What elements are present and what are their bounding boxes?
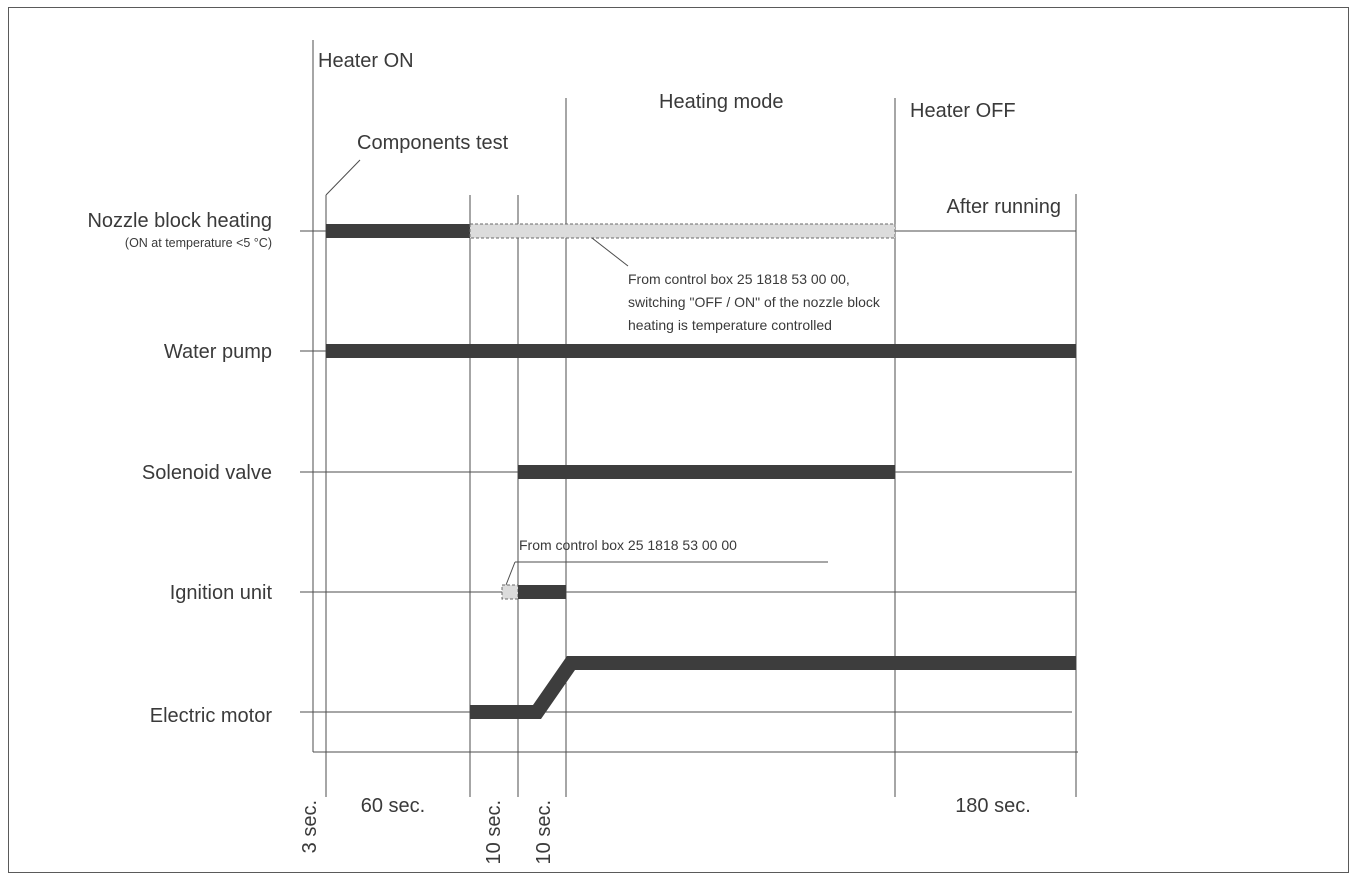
duration-10sec-a: 10 sec. [483,800,505,864]
nozzle-active-bar [326,224,470,238]
ignition-optional-bar [501,584,519,600]
label-after-running: After running [946,196,1061,218]
duration-180sec: 180 sec. [955,795,1031,817]
pump-active-bar [326,344,1076,358]
motor-active-bar [470,656,1076,719]
label-components-test: Components test [357,132,509,154]
ignition-note-leader [505,561,516,586]
components-test-leader [325,159,361,196]
nozzle-temp-controlled-bar [469,223,896,239]
duration-10sec-b: 10 sec. [533,800,555,864]
nozzle-note-line-1: From control box 25 1818 53 00 00, [628,271,850,287]
label-heater-off: Heater OFF [910,100,1016,122]
label-heater-on: Heater ON [318,50,414,72]
nozzle-note-line-2: switching "OFF / ON" of the nozzle block [628,294,881,310]
row-label-nozzle: Nozzle block heating [87,210,272,232]
nozzle-note-line-3: heating is temperature controlled [628,317,832,333]
row-label-solenoid: Solenoid valve [142,462,272,484]
ignition-active-bar [518,585,566,599]
row-label-ignition: Ignition unit [170,582,273,604]
row-label-pump: Water pump [164,341,272,363]
ignition-note: From control box 25 1818 53 00 00 [519,537,737,553]
solenoid-active-bar [518,465,895,479]
nozzle-note-leader [591,237,629,267]
diagram-frame [8,7,1349,873]
label-heating-mode: Heating mode [659,91,784,113]
row-label-motor: Electric motor [150,705,273,727]
duration-60sec: 60 sec. [361,795,425,817]
duration-3sec: 3 sec. [299,800,321,853]
row-sublabel-nozzle: (ON at temperature <5 °C) [125,236,272,250]
